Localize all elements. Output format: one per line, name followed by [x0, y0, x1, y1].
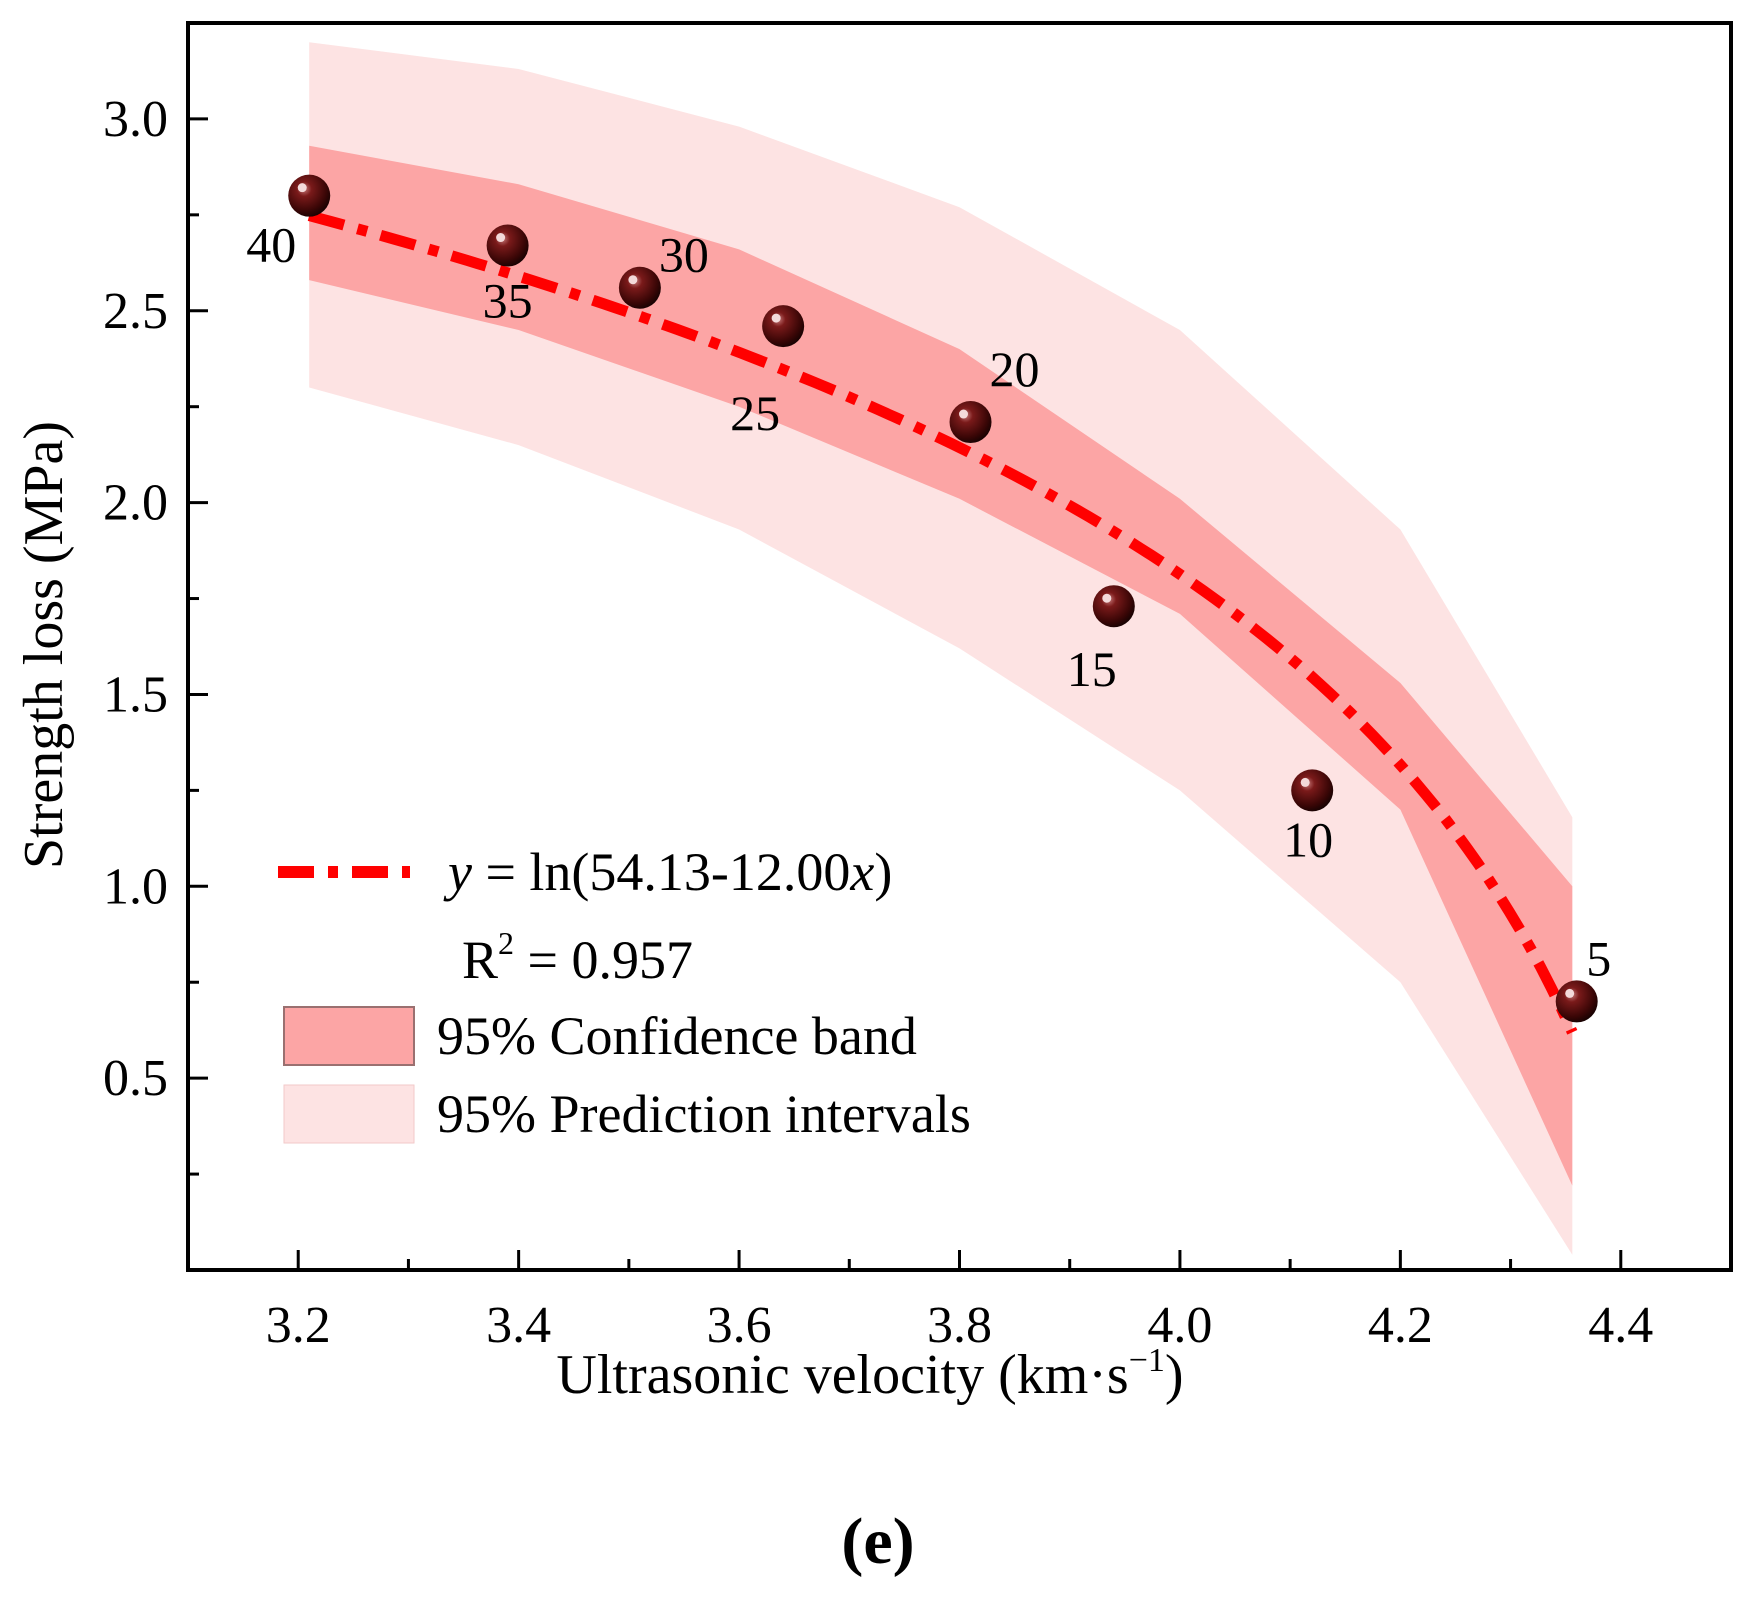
data-point-ball: [1291, 769, 1334, 812]
data-point-ball: [1092, 585, 1135, 628]
data-point: [1291, 769, 1334, 812]
y-tick-label: 1.0: [103, 858, 168, 915]
data-point-highlight: [1565, 988, 1575, 998]
point-label: 25: [730, 385, 780, 441]
x-tick-label: 4.0: [1147, 1297, 1212, 1354]
x-tick-label: 3.2: [266, 1297, 331, 1354]
data-point-ball: [949, 401, 992, 444]
y-axis-title: Strength loss (MPa): [13, 421, 75, 869]
data-point-ball: [486, 224, 529, 267]
data-point: [288, 174, 331, 217]
point-label: 30: [659, 227, 709, 283]
y-tick-label: 1.5: [103, 666, 168, 723]
point-label: 15: [1067, 641, 1117, 697]
data-point: [618, 266, 661, 309]
y-tick-label: 2.0: [103, 475, 168, 532]
x-tick-label: 3.6: [707, 1297, 772, 1354]
legend-r2-label: R2 = 0.957: [462, 925, 693, 990]
legend-confidence-swatch: [283, 1006, 415, 1066]
y-tick-label: 3.0: [103, 91, 168, 148]
data-point-ball: [288, 174, 331, 217]
point-label: 40: [246, 217, 296, 273]
x-axis-title: Ultrasonic velocity (km·s−1): [556, 1342, 1183, 1406]
legend-prediction-swatch: [283, 1084, 415, 1144]
legend-confidence-label: 95% Confidence band: [437, 1006, 917, 1066]
x-tick-label: 4.4: [1588, 1297, 1653, 1354]
legend-fit-label: y = ln(54.13-12.00x): [443, 842, 892, 902]
x-tick-label: 3.4: [486, 1297, 551, 1354]
data-point-highlight: [628, 275, 638, 285]
data-point-highlight: [496, 233, 506, 243]
data-point: [949, 401, 992, 444]
legend: y = ln(54.13-12.00x) R2 = 0.957 95% Conf…: [278, 842, 971, 1144]
data-point: [486, 224, 529, 267]
panel-label: (e): [841, 1505, 914, 1578]
point-label: 5: [1586, 930, 1611, 986]
y-tick-label: 2.5: [103, 283, 168, 340]
data-point: [1092, 585, 1135, 628]
data-point-highlight: [1300, 777, 1310, 787]
data-point-highlight: [959, 409, 969, 419]
y-tick-label: 0.5: [103, 1050, 168, 1107]
point-label: 20: [990, 341, 1040, 397]
data-point: [762, 305, 805, 348]
data-point-ball: [618, 266, 661, 309]
data-point-ball: [762, 305, 805, 348]
point-label: 10: [1283, 811, 1333, 867]
data-point-highlight: [1102, 593, 1112, 603]
data-point: [1555, 980, 1598, 1023]
x-tick-label: 4.2: [1368, 1297, 1433, 1354]
x-tick-label: 3.8: [927, 1297, 992, 1354]
fit-line: [307, 210, 1578, 1035]
point-label: 35: [483, 273, 533, 329]
data-point-highlight: [297, 183, 307, 193]
legend-prediction-label: 95% Prediction intervals: [437, 1084, 971, 1144]
data-point-ball: [1555, 980, 1598, 1023]
data-point-highlight: [771, 313, 781, 323]
